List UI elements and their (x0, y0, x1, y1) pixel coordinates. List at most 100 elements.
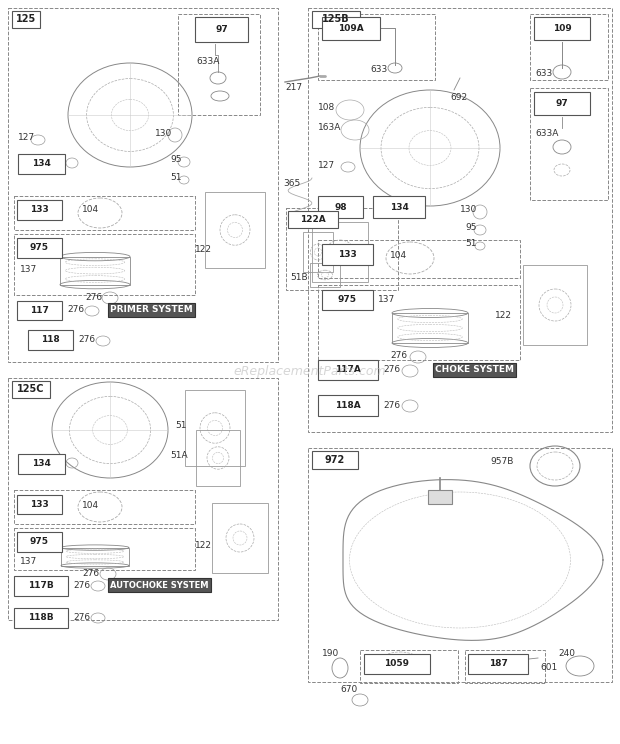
Bar (17, 301, 62, 320)
Text: 95: 95 (170, 155, 182, 164)
Text: 109A: 109A (338, 24, 364, 33)
Text: PRIMER SYSTEM: PRIMER SYSTEM (110, 306, 193, 315)
Text: 127: 127 (18, 133, 35, 143)
Text: CHOKE SYSTEM: CHOKE SYSTEM (435, 365, 514, 374)
Bar (465, 650, 545, 683)
Text: 276: 276 (383, 400, 400, 409)
Text: 51: 51 (465, 240, 477, 248)
Text: 217: 217 (285, 83, 302, 92)
Bar (534, 17, 590, 40)
Bar (364, 654, 430, 674)
Bar (288, 211, 338, 228)
Text: 118A: 118A (335, 401, 361, 410)
Bar (12, 11, 40, 28)
Bar (17, 238, 62, 258)
Text: 633: 633 (535, 68, 552, 77)
Text: AUTOCHOKE SYSTEM: AUTOCHOKE SYSTEM (110, 580, 208, 589)
Bar (322, 244, 373, 265)
Text: 276: 276 (78, 336, 95, 344)
Text: 187: 187 (489, 659, 507, 669)
Text: 1059: 1059 (384, 659, 409, 669)
Bar (14, 234, 195, 295)
Bar (14, 608, 68, 628)
Text: 276: 276 (67, 306, 84, 315)
Text: 137: 137 (378, 295, 396, 304)
Text: 118: 118 (41, 336, 60, 344)
Text: 365: 365 (283, 179, 300, 187)
Text: 633: 633 (370, 65, 388, 74)
Text: 134: 134 (32, 460, 51, 469)
Bar (196, 430, 240, 486)
Text: 98: 98 (334, 202, 347, 211)
Text: 122: 122 (195, 540, 212, 550)
Bar (18, 454, 65, 474)
Bar (17, 495, 62, 514)
Bar (318, 196, 363, 218)
Text: 957B: 957B (490, 458, 513, 466)
Text: eReplacementParts.com: eReplacementParts.com (234, 365, 386, 379)
Text: 601: 601 (540, 664, 557, 673)
Bar (178, 14, 260, 115)
Bar (303, 232, 333, 272)
Text: 972: 972 (325, 455, 345, 465)
Text: 97: 97 (215, 25, 228, 34)
Text: 276: 276 (73, 612, 90, 621)
Bar (312, 222, 368, 282)
Text: 104: 104 (390, 251, 407, 260)
Bar (14, 196, 195, 230)
Bar (17, 200, 62, 220)
Bar (318, 395, 378, 416)
Text: 108: 108 (318, 103, 335, 112)
Text: 276: 276 (390, 351, 407, 361)
Bar (8, 8, 278, 362)
Text: 692: 692 (450, 94, 467, 103)
Bar (308, 8, 612, 432)
Bar (530, 88, 608, 200)
Text: 51: 51 (175, 422, 187, 431)
Bar (14, 576, 68, 596)
Text: 122A: 122A (300, 215, 326, 224)
Text: 137: 137 (20, 557, 37, 566)
Bar (286, 208, 398, 290)
Bar (14, 490, 195, 524)
Text: 125: 125 (16, 14, 36, 25)
Text: 670: 670 (340, 685, 357, 694)
Text: 975: 975 (30, 537, 49, 547)
Text: 190: 190 (322, 650, 339, 658)
Text: 276: 276 (82, 568, 99, 577)
Text: 137: 137 (20, 266, 37, 275)
Text: 134: 134 (32, 159, 51, 168)
Text: 276: 276 (383, 365, 400, 374)
Text: 133: 133 (30, 205, 49, 214)
Text: 975: 975 (338, 295, 357, 304)
Text: 975: 975 (30, 243, 49, 252)
Bar (14, 528, 195, 570)
Bar (523, 265, 587, 345)
Bar (195, 17, 248, 42)
Text: 240: 240 (558, 650, 575, 658)
Bar (322, 17, 380, 40)
Bar (205, 192, 265, 268)
Bar (60, 257, 130, 285)
Text: 97: 97 (556, 99, 569, 108)
Text: 276: 276 (73, 580, 90, 589)
Bar (212, 503, 268, 573)
Text: 122: 122 (495, 310, 512, 319)
Bar (17, 532, 62, 552)
Bar (8, 378, 278, 620)
Text: 117: 117 (30, 306, 49, 315)
Bar (392, 313, 468, 343)
Text: 633A: 633A (535, 129, 559, 138)
Text: 633A: 633A (196, 57, 219, 66)
Bar (318, 360, 378, 380)
Bar (61, 548, 129, 565)
Bar (468, 654, 528, 674)
Text: 51: 51 (170, 173, 182, 182)
Bar (18, 154, 65, 174)
Text: 163A: 163A (318, 124, 342, 132)
Text: 117A: 117A (335, 365, 361, 374)
Text: 117B: 117B (28, 582, 54, 591)
Bar (318, 240, 520, 278)
Text: 133: 133 (30, 500, 49, 509)
Bar (185, 390, 245, 466)
